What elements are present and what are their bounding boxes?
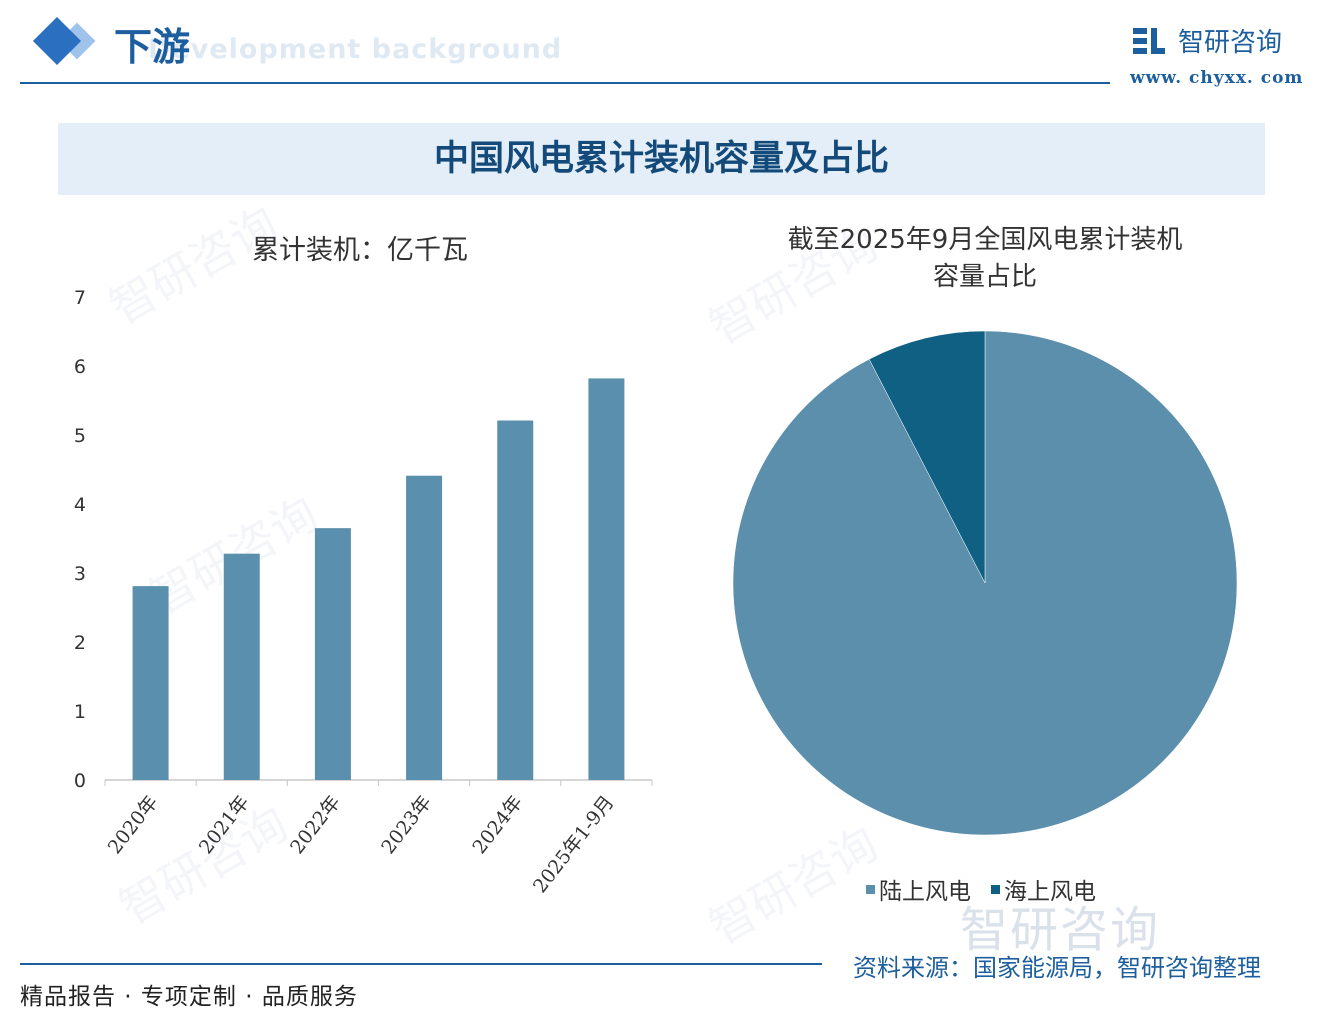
bar [223, 553, 260, 780]
pie-legend: 陆上风电 海上风电 [866, 872, 1096, 906]
x-tick-label: 2024年 [468, 792, 527, 859]
y-tick-label: 0 [74, 770, 86, 792]
section-subtitle: Development background [148, 34, 563, 65]
y-tick-label: 3 [74, 563, 86, 585]
data-source: 资料来源：国家能源局，智研咨询整理 [853, 954, 1261, 982]
legend-swatch-onshore [866, 884, 875, 894]
bar [497, 420, 534, 780]
legend-label-offshore: 海上风电 [1004, 879, 1096, 905]
bar [132, 586, 169, 780]
page-header: Development background 下游 智研咨询 www. chyx… [0, 0, 1328, 95]
y-tick-label: 2 [74, 632, 86, 654]
footer-divider [20, 963, 822, 965]
x-tick-label: 2025年1-9月 [529, 792, 618, 898]
bar [588, 378, 625, 780]
x-tick-label: 2023年 [377, 792, 436, 859]
footer-slogan: 精品报告 · 专项定制 · 品质服务 [20, 984, 358, 1010]
title-banner: 中国风电累计装机容量及占比 [58, 123, 1265, 195]
header-divider [20, 82, 1110, 84]
section-title: 下游 [114, 24, 191, 69]
bar-chart: 0 1 2 3 4 5 6 7 2020年 2021年 2022年 2023年 2024年 2025年1-… [74, 287, 653, 898]
pie-slice [868, 330, 986, 584]
brand-logo-icon [1133, 28, 1165, 54]
x-tick-label: 2021年 [195, 792, 254, 859]
bar [314, 528, 351, 780]
y-tick-label: 7 [74, 287, 86, 309]
pie-title-line-1: 截至2025年9月全国风电累计装机 [787, 225, 1183, 255]
legend-swatch-offshore [991, 884, 1000, 894]
legend-item-onshore[interactable]: 陆上风电 [866, 872, 971, 906]
y-tick-label: 6 [74, 356, 86, 378]
y-tick-label: 5 [74, 425, 86, 447]
x-tick-label: 2020年 [104, 792, 163, 859]
bar [406, 475, 443, 780]
legend-item-offshore[interactable]: 海上风电 [991, 872, 1096, 906]
legend-label-onshore: 陆上风电 [879, 879, 971, 905]
y-tick-label: 4 [74, 494, 86, 516]
chart-title: 中国风电累计装机容量及占比 [433, 138, 889, 179]
brand-name: 智研咨询 [1178, 28, 1283, 58]
pie-chart-title: 截至2025年9月全国风电累计装机 容量占比 [760, 222, 1210, 296]
brand-url[interactable]: www. chyxx. com [1130, 68, 1304, 88]
pie-title-line-2: 容量占比 [932, 262, 1037, 292]
pie-chart [732, 330, 1238, 836]
y-tick-label: 1 [74, 701, 86, 723]
x-tick-label: 2022年 [286, 792, 345, 859]
bar-chart-unit-label: 累计装机：亿千瓦 [252, 235, 468, 266]
